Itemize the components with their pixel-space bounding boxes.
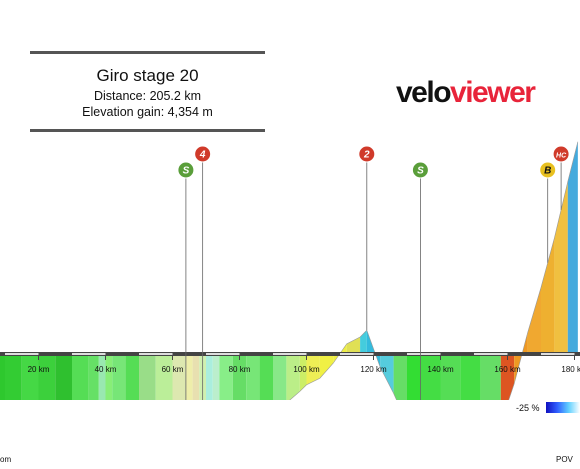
elevation-segment (232, 352, 247, 400)
elevation-segment (72, 352, 89, 400)
route-markers: S4 2S BHC (177, 145, 570, 400)
elevation-segment (185, 352, 193, 400)
elevation-segment (407, 352, 421, 400)
axis-stripe (273, 353, 307, 355)
axis-stripe (5, 353, 39, 355)
elevation-segment (500, 352, 515, 400)
elevation-segment (306, 352, 320, 385)
distance-axis: 20 km 40 km 60 km 80 km 100 km 120 km 140 km 16… (0, 352, 580, 374)
elevation-segment (98, 352, 106, 400)
elevation-segment (55, 352, 72, 400)
elevation-segment (0, 352, 5, 400)
elevation-segment (273, 352, 287, 400)
elevation-segment (346, 337, 361, 352)
logo-viewer: viewer (450, 76, 536, 109)
axis-stripe (474, 353, 508, 355)
x-tick-label: 120 km (360, 365, 387, 374)
elevation-segment (246, 352, 260, 400)
sprint-marker-label: S (183, 166, 190, 177)
elevation-segment (112, 352, 126, 400)
elevation-segment (460, 352, 481, 400)
axis-stripe (340, 353, 374, 355)
x-tick-label: 140 km (427, 365, 454, 374)
x-tick-label: 80 km (229, 365, 251, 374)
axis-stripe (541, 353, 575, 355)
elevation-segment (212, 352, 220, 400)
gradient-legend-min-label: -25 % (516, 403, 540, 413)
footer-right-text: POV (556, 455, 573, 464)
elevation-segment (440, 352, 461, 400)
axis-stripe (139, 353, 173, 355)
elevation-segment (420, 352, 441, 400)
axis-stripe (206, 353, 240, 355)
elevation-segment (21, 352, 39, 400)
elevation-segment (88, 352, 99, 400)
sprint-marker[interactable] (177, 161, 195, 179)
climb-marker[interactable] (552, 145, 570, 163)
sprint-marker[interactable] (411, 161, 429, 179)
elevation-segment (286, 352, 300, 400)
elevation-segment (219, 352, 233, 400)
footer-left-text: om (0, 455, 12, 464)
x-tick-label: 40 km (95, 365, 117, 374)
elevation-area (0, 141, 579, 400)
elevation-segment (5, 352, 22, 400)
elevation-segment (38, 352, 56, 400)
elevation-segment (380, 352, 394, 394)
title-top-rule (30, 51, 265, 54)
stage-elevation-gain: Elevation gain: 4,354 m (82, 105, 213, 119)
elevation-segment (139, 352, 156, 400)
title-bottom-rule (30, 129, 265, 132)
elevation-segment (480, 352, 501, 400)
gradient-legend-bar (546, 402, 580, 413)
elevation-segment (299, 352, 307, 392)
logo-velo: velo (396, 76, 452, 109)
stage-distance: Distance: 205.2 km (94, 89, 201, 103)
x-tick-label: 100 km (293, 365, 320, 374)
elevation-segment (319, 352, 334, 379)
x-tick-label: 60 km (162, 365, 184, 374)
climb-marker-label: 2 (363, 150, 370, 161)
climb-marker-label: 4 (199, 150, 206, 161)
climb-marker[interactable] (358, 145, 376, 163)
elevation-segment (105, 352, 113, 400)
elevation-segment (125, 352, 139, 400)
elevation-segment (192, 352, 200, 400)
elevation-segment (393, 352, 407, 400)
climb-marker[interactable] (194, 145, 212, 163)
sprint-marker-label: S (417, 166, 424, 177)
stage-title: Giro stage 20 (96, 66, 199, 85)
x-tick-label: 160 km (494, 365, 521, 374)
elevation-segment (527, 287, 541, 352)
elevation-segment (172, 352, 186, 400)
climb-marker-label: HC (556, 153, 567, 160)
elevation-segment (541, 238, 555, 352)
elevation-segment (155, 352, 173, 400)
axis-stripe (407, 353, 441, 355)
bonus-marker-label: B (544, 166, 551, 177)
bonus-marker[interactable] (539, 161, 557, 179)
title-panel: Giro stage 20 Distance: 205.2 km Elevati… (30, 51, 265, 132)
elevation-segment (206, 352, 213, 400)
axis-stripe (72, 353, 106, 355)
elevation-chart: 20 km 40 km 60 km 80 km 100 km 120 km 140 km 16… (0, 141, 580, 400)
veloviewer-logo[interactable]: veloviewer (396, 76, 536, 109)
x-tick-label: 20 km (28, 365, 50, 374)
elevation-segment (259, 352, 273, 400)
elevation-segment (567, 141, 578, 352)
x-tick-label: 180 km (561, 365, 580, 374)
